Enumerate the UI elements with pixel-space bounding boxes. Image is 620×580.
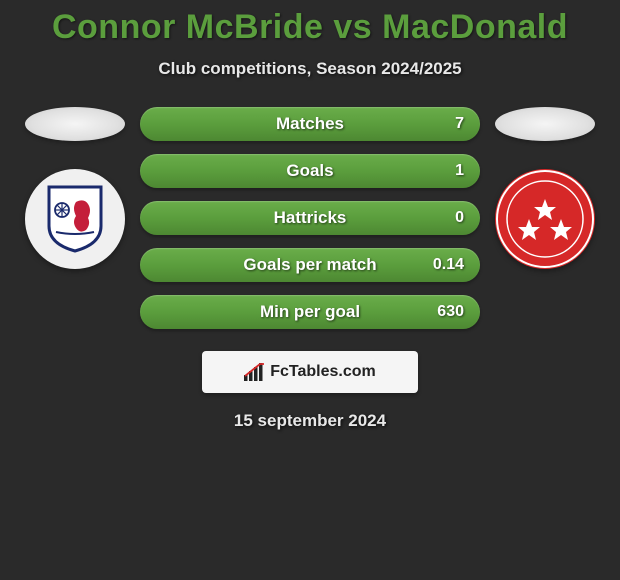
chart-icon (244, 363, 266, 381)
stats-column: Matches 7 Goals 1 Hattricks 0 Goals per … (135, 107, 485, 329)
stat-label: Goals (286, 161, 333, 181)
subtitle: Club competitions, Season 2024/2025 (0, 59, 620, 79)
player-avatar-right (495, 107, 595, 141)
brand-footer[interactable]: FcTables.com (202, 351, 418, 393)
stat-label: Min per goal (260, 302, 360, 322)
club-badge-right (495, 169, 595, 269)
brand-text: FcTables.com (270, 363, 376, 381)
main-row: Matches 7 Goals 1 Hattricks 0 Goals per … (0, 107, 620, 329)
stat-row-hattricks: Hattricks 0 (140, 201, 480, 235)
stat-row-matches: Matches 7 (140, 107, 480, 141)
club-badge-left (25, 169, 125, 269)
right-player-col (485, 107, 605, 269)
comparison-card: Connor McBride vs MacDonald Club competi… (0, 0, 620, 431)
stat-row-goals: Goals 1 (140, 154, 480, 188)
stat-value-right: 1 (455, 162, 464, 180)
stat-label: Hattricks (274, 208, 347, 228)
shield-icon-left (46, 184, 104, 254)
stat-row-mpg: Min per goal 630 (140, 295, 480, 329)
stat-value-right: 7 (455, 115, 464, 133)
page-title: Connor McBride vs MacDonald (0, 8, 620, 47)
player-avatar-left (25, 107, 125, 141)
stat-value-right: 630 (437, 303, 464, 321)
left-player-col (15, 107, 135, 269)
stat-label: Goals per match (243, 255, 376, 275)
badge-icon-right (495, 169, 595, 269)
stat-value-right: 0 (455, 209, 464, 227)
stat-row-gpm: Goals per match 0.14 (140, 248, 480, 282)
stat-label: Matches (276, 114, 344, 134)
stat-value-right: 0.14 (433, 256, 464, 274)
date-text: 15 september 2024 (0, 411, 620, 431)
